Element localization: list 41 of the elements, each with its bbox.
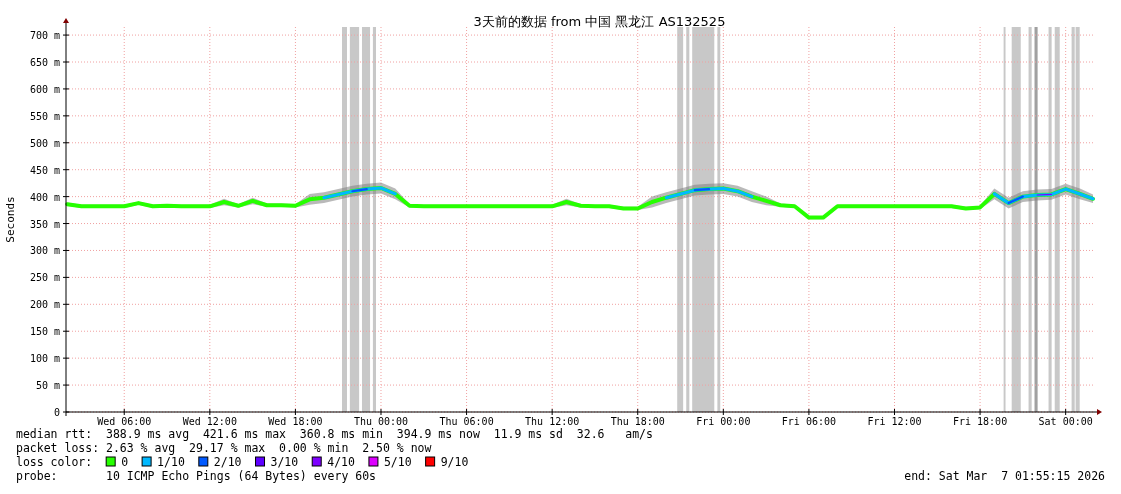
x-tick-label: Wed 06:00 [97, 416, 152, 427]
y-tick-label: 50 m [35, 380, 60, 392]
text: end: Sat Mar 7 01:55:15 2026 [904, 469, 1106, 483]
x-tick-label: Fri 12:00 [867, 416, 922, 427]
legend-label: 2/10 [213, 455, 242, 469]
y-tick-label: 250 m [29, 272, 60, 284]
y-axis-title: Seconds [4, 196, 17, 243]
y-tick-label: 500 m [29, 137, 60, 149]
y-tick-label: 200 m [29, 299, 60, 311]
legend-title: loss color: [16, 455, 93, 469]
legend-label: 5/10 [383, 455, 412, 469]
x-tick-label: Thu 12:00 [525, 416, 580, 427]
legend-label: 0 [121, 455, 129, 469]
legend-label: 1/10 [157, 455, 185, 469]
text: packet loss: 2.63 % avg 29.17 % max 0.00 % min 2.50 % now [16, 441, 432, 455]
y-tick-label: 550 m [29, 110, 60, 122]
y-tick-label: 350 m [29, 218, 60, 230]
y-tick-label: 0 [53, 407, 60, 418]
legend-label: 9/10 [440, 455, 469, 469]
y-tick-label: 100 m [29, 353, 60, 365]
legend-label: 4/10 [327, 455, 355, 469]
text: median rtt: 388.9 ms avg 421.6 ms max 360.8 ms min 394.9 ms now 11.9 ms sd 32.6 am/s [16, 427, 653, 441]
x-tick-label: Thu 06:00 [439, 416, 494, 427]
y-tick-label: 150 m [29, 326, 60, 338]
y-tick-label: 400 m [29, 191, 60, 203]
x-tick-label: Sat 00:00 [1038, 416, 1093, 427]
chart-title: 3天前的数据 from 中国 黑龙江 AS132525 [473, 14, 726, 29]
x-tick-label: Fri 18:00 [952, 416, 1008, 427]
x-tick-label: Thu 00:00 [353, 416, 409, 427]
y-tick-label: 650 m [29, 57, 60, 68]
y-tick-label: 700 m [29, 30, 60, 42]
text: probe: 10 ICMP Echo Pings (64 Bytes) every 60s [16, 469, 377, 483]
y-tick-label: 450 m [29, 164, 60, 176]
y-tick-label: 300 m [29, 245, 60, 257]
y-tick-label: 600 m [29, 83, 60, 95]
x-tick-label: Wed 18:00 [268, 416, 323, 427]
legend-label: 3/10 [270, 455, 299, 469]
x-tick-label: Wed 12:00 [182, 416, 237, 427]
x-tick-label: Fri 06:00 [781, 416, 836, 427]
x-tick-label: Thu 18:00 [610, 416, 665, 427]
x-tick-label: Fri 00:00 [696, 416, 751, 427]
